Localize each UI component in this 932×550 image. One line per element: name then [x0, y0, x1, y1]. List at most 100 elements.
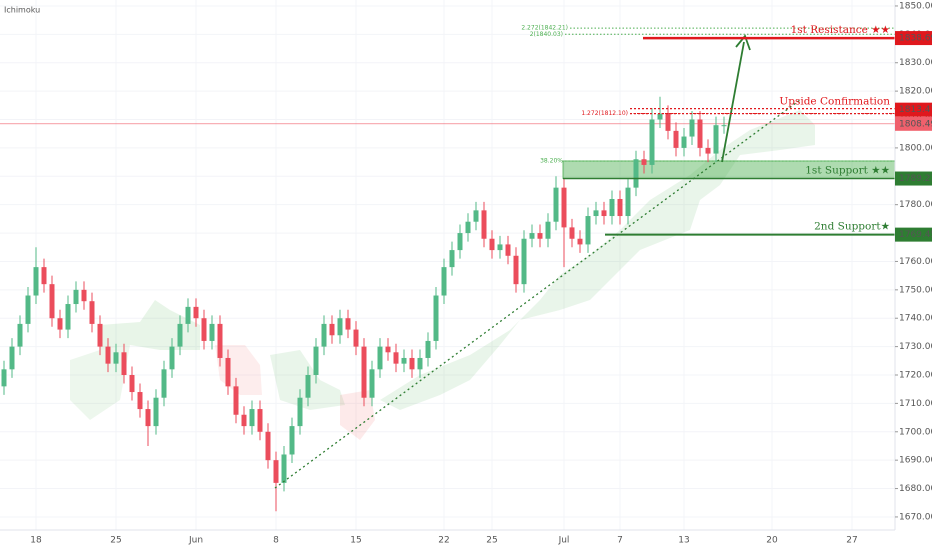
- candle-body: [41, 267, 47, 285]
- level-label: 2nd Support★: [814, 221, 890, 233]
- x-tick-label: Jun: [188, 536, 203, 546]
- candle-body: [305, 375, 311, 398]
- x-tick-label: 27: [846, 536, 857, 546]
- axes: 1670.00 1680.00 1690.00 1700.00 1710.00 1720.…: [30, 1, 932, 546]
- indicator-label: Ichimoku: [4, 6, 40, 15]
- candle-body: [697, 119, 703, 148]
- candle-body: [409, 357, 415, 370]
- candle-body: [233, 386, 239, 415]
- candle-body: [105, 346, 111, 364]
- candle-body: [393, 352, 399, 364]
- fib-label: 1.272(1812.10): [581, 110, 628, 117]
- price-tag-label: 1769.45: [899, 230, 932, 240]
- candle-body: [65, 304, 71, 330]
- candle-body: [505, 244, 511, 256]
- candle-body: [441, 267, 447, 296]
- level-label: 1st Support ★★: [805, 165, 890, 177]
- candle-body: [201, 318, 207, 341]
- candle-body: [225, 357, 231, 387]
- x-tick-label: 18: [30, 536, 42, 546]
- price-tag: [895, 31, 932, 46]
- x-tick-label: 25: [486, 536, 497, 546]
- candle-body: [417, 357, 423, 370]
- candle-body: [529, 233, 535, 239]
- candle-body: [17, 323, 23, 347]
- trend-line: [274, 99, 801, 489]
- arrow-head: [735, 34, 751, 51]
- y-tick-label: 1750.00: [899, 285, 932, 295]
- candle-body: [49, 284, 55, 319]
- candle-body: [625, 187, 631, 217]
- candle-body: [345, 318, 351, 330]
- candle-body: [385, 346, 391, 353]
- y-tick-label: 1680.00: [899, 484, 932, 494]
- candle-body: [713, 125, 719, 154]
- candle-body: [721, 125, 727, 127]
- candle-body: [73, 289, 79, 305]
- candle-body: [329, 323, 335, 336]
- fib-label: 2(1840.03): [530, 31, 563, 38]
- candle-body: [241, 414, 247, 427]
- candle-body: [121, 352, 127, 376]
- candle-body: [1, 369, 7, 387]
- candle-body: [641, 159, 647, 165]
- candle-body: [137, 392, 143, 410]
- y-tick-label: 1670.00: [899, 512, 932, 522]
- candle-body: [89, 301, 95, 324]
- candle-body: [217, 323, 223, 358]
- candle-body: [593, 210, 599, 217]
- candle-body: [369, 369, 375, 398]
- y-tick-label: 1710.00: [899, 399, 932, 409]
- x-tick-label: Jul: [558, 536, 570, 546]
- candle-body: [617, 198, 623, 217]
- candle-body: [633, 159, 639, 188]
- y-tick-label: 1730.00: [899, 342, 932, 352]
- candle-body: [25, 295, 31, 324]
- candle-body: [313, 346, 319, 376]
- fib-label: 38.20%: [540, 157, 563, 164]
- candle-body: [609, 198, 615, 217]
- candle-body: [81, 289, 87, 302]
- candle-body: [489, 238, 495, 251]
- candle-body: [481, 210, 487, 239]
- y-tick-label: 1720.00: [899, 371, 932, 381]
- x-tick-label: 7: [617, 536, 623, 546]
- candle-body: [537, 233, 543, 239]
- candle-body: [337, 318, 343, 336]
- candle-body: [665, 113, 671, 131]
- candle-body: [273, 460, 279, 483]
- candle-body: [657, 113, 663, 120]
- price-tag-label: 1813.47: [899, 105, 932, 115]
- ichimoku-cloud: [100, 300, 200, 350]
- candle-body: [169, 346, 175, 370]
- price-tag-label: 1789.21: [899, 174, 932, 184]
- ichimoku-cloud: [380, 110, 815, 410]
- candle-body: [353, 329, 359, 347]
- candle-body: [561, 187, 567, 228]
- candle-body: [433, 295, 439, 341]
- candle-body: [321, 323, 327, 347]
- candle-body: [705, 147, 711, 154]
- price-tag: [895, 227, 932, 242]
- y-tick-label: 1690.00: [899, 456, 932, 466]
- candle-body: [401, 357, 407, 364]
- candle-body: [601, 210, 607, 217]
- x-tick-label: 13: [678, 536, 689, 546]
- candle-body: [457, 233, 463, 251]
- candle-body: [57, 318, 63, 330]
- candle-body: [585, 216, 591, 245]
- y-tick-label: 1760.00: [899, 257, 932, 267]
- price-axis: [895, 0, 932, 550]
- candle-body: [257, 409, 263, 432]
- y-tick-label: 1820.00: [899, 87, 932, 97]
- candles: [1, 96, 727, 512]
- y-tick-label: 1780.00: [899, 200, 932, 210]
- ichimoku-cloud: [70, 345, 130, 420]
- candle-body: [473, 210, 479, 222]
- candle-body: [153, 397, 159, 427]
- x-tick-label: 8: [273, 536, 279, 546]
- candle-body: [193, 306, 199, 319]
- x-tick-label: 20: [766, 536, 778, 546]
